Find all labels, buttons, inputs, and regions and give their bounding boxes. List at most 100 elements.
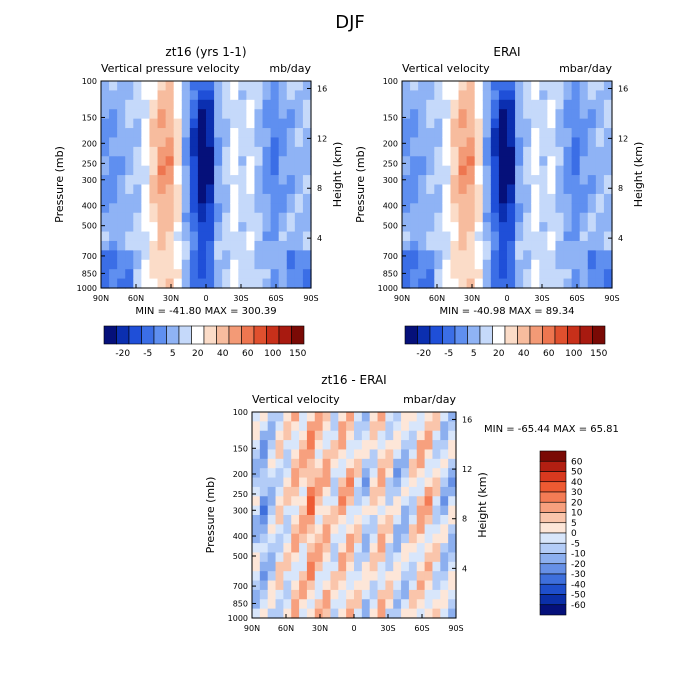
heat-cell — [262, 212, 272, 223]
heat-cell — [222, 278, 231, 289]
heat-cell — [141, 250, 151, 261]
heat-cell — [408, 496, 418, 507]
heat-cell — [346, 608, 355, 619]
heat-cell — [322, 608, 332, 619]
heat-cell — [490, 231, 500, 242]
heat-cell — [278, 156, 288, 167]
heat-cell — [306, 440, 316, 451]
heat-cell — [283, 421, 292, 432]
heat-cell — [450, 269, 460, 280]
heat-cell — [377, 496, 386, 507]
heat-cell — [314, 440, 324, 451]
colorbar-swatch — [153, 325, 167, 345]
heat-cell — [555, 175, 565, 186]
heat-cell — [482, 175, 492, 186]
panel-title: ERAI — [493, 45, 520, 59]
heat-cell — [474, 212, 484, 223]
heat-cell — [101, 109, 110, 120]
heat-cell — [434, 99, 443, 110]
heat-cell — [197, 240, 207, 251]
heat-cell — [262, 118, 272, 129]
heat-cell — [238, 165, 247, 176]
heat-cell — [125, 212, 134, 223]
heat-cell — [291, 486, 300, 497]
heat-cell — [262, 193, 272, 204]
heat-cell — [432, 561, 441, 572]
heat-cell — [101, 81, 110, 92]
heat-cell — [299, 449, 308, 460]
figure-title: DJF — [335, 12, 365, 33]
heat-cell — [302, 81, 312, 92]
heat-cell — [555, 278, 565, 289]
heat-cell — [515, 109, 524, 120]
heat-cell — [448, 589, 457, 600]
heat-cell — [270, 81, 280, 92]
heat-cell — [458, 81, 468, 92]
heat-cell — [401, 449, 410, 460]
heat-cell — [448, 412, 457, 422]
y-tick-label: 250 — [82, 159, 97, 168]
heat-cell — [507, 109, 516, 120]
heat-cell — [302, 99, 312, 110]
heat-cell — [434, 222, 443, 233]
heat-cell — [117, 269, 126, 280]
heat-cell — [361, 543, 371, 554]
heat-cell — [330, 505, 339, 516]
heat-cell — [267, 543, 277, 554]
heat-cell — [385, 496, 394, 507]
heat-cell — [330, 486, 339, 497]
heat-cell — [603, 222, 613, 233]
heat-cell — [306, 580, 316, 591]
heat-cell — [141, 128, 151, 139]
heat-cell — [306, 599, 316, 610]
heat-cell — [222, 231, 231, 242]
heat-cell — [450, 109, 460, 120]
heat-cell — [595, 81, 605, 92]
heat-cell — [432, 505, 441, 516]
heat-cell — [283, 515, 292, 525]
heat-cell — [267, 505, 277, 516]
heat-cell — [563, 184, 573, 195]
x-tick-label: 30S — [380, 624, 395, 633]
heat-cell — [133, 184, 142, 195]
heat-cell — [322, 524, 332, 535]
x-tick-label: 60S — [414, 624, 429, 633]
heat-cell — [189, 184, 199, 195]
heat-cell — [434, 90, 443, 101]
heat-cell — [482, 184, 492, 195]
heat-cell — [165, 184, 175, 195]
heat-cell — [440, 571, 449, 582]
heat-cell — [141, 193, 151, 204]
heat-cell — [346, 486, 355, 497]
heat-cell — [418, 184, 427, 195]
heat-cell — [571, 128, 581, 139]
heat-cell — [267, 571, 277, 582]
heat-cell — [109, 99, 118, 110]
heat-cell — [587, 156, 597, 167]
heat-cell — [408, 421, 418, 432]
heat-cell — [291, 543, 300, 554]
heat-cell — [410, 90, 419, 101]
heat-cell — [322, 430, 332, 441]
heat-cell — [278, 259, 288, 270]
heat-cell — [531, 175, 540, 186]
heat-cell — [294, 193, 304, 204]
heat-cell — [206, 81, 215, 92]
heat-cell — [385, 505, 394, 516]
heat-cell — [214, 137, 223, 148]
heat-cell — [547, 81, 557, 92]
heat-cell — [302, 175, 312, 186]
y-tick-label: 150 — [82, 113, 97, 122]
y-tick-label: 250 — [233, 490, 248, 499]
heat-cell — [410, 118, 419, 129]
heat-cell — [330, 440, 339, 451]
heat-cell — [393, 477, 402, 488]
heat-cell — [539, 90, 548, 101]
heat-cell — [555, 193, 565, 204]
heat-cell — [181, 137, 191, 148]
heat-cell — [346, 496, 355, 507]
heat-cell — [314, 458, 324, 469]
heat-cell — [432, 449, 441, 460]
y-tick-label: 200 — [82, 139, 97, 148]
